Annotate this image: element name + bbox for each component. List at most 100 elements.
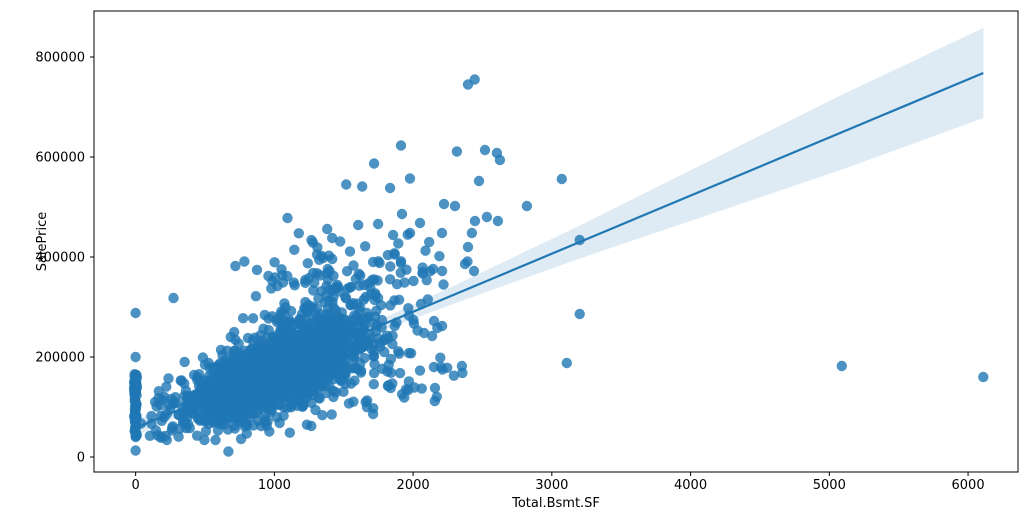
data-point (368, 379, 379, 390)
data-point (393, 238, 404, 249)
data-point (247, 313, 259, 324)
data-point (345, 378, 357, 389)
data-point (235, 433, 247, 445)
data-point (361, 402, 373, 413)
y-axis-label: SalePrice (35, 212, 50, 272)
data-point-notable (427, 263, 439, 275)
data-point (369, 311, 381, 322)
data-point (221, 404, 232, 415)
data-point (323, 295, 334, 306)
data-point (260, 343, 271, 354)
data-point (264, 426, 275, 437)
data-point (344, 246, 356, 257)
data-point (200, 426, 212, 437)
data-point (177, 417, 189, 428)
data-point (369, 346, 380, 357)
data-point (262, 416, 273, 427)
data-point (273, 346, 284, 357)
data-point-notable (494, 154, 506, 166)
data-point-notable (282, 270, 293, 282)
data-point (166, 393, 177, 405)
data-point (318, 316, 330, 327)
data-point (353, 268, 364, 279)
data-point (334, 312, 345, 323)
data-point (152, 430, 163, 441)
data-point-notable (481, 211, 493, 223)
data-point-notable (469, 74, 480, 85)
data-point (368, 367, 380, 379)
data-point (327, 321, 338, 333)
data-point-notable (168, 292, 179, 304)
data-point (389, 295, 400, 306)
data-point (369, 274, 380, 285)
data-point (173, 431, 184, 442)
data-point (247, 350, 258, 361)
data-point (163, 373, 174, 384)
data-point-notable (367, 408, 379, 420)
data-point (250, 291, 262, 302)
data-point-notable (130, 351, 141, 363)
data-point (409, 382, 420, 393)
data-point (414, 365, 426, 376)
data-point (429, 395, 440, 407)
data-point (394, 367, 406, 379)
data-point (188, 369, 200, 381)
y-tick-label: 400000 (35, 251, 85, 266)
data-point (153, 393, 164, 404)
data-point (308, 285, 319, 296)
data-point-notable (341, 179, 352, 190)
data-point-notable (556, 173, 567, 185)
y-tick-label: 200000 (35, 351, 85, 366)
data-point-notable (372, 218, 384, 230)
y-tick-label: 800000 (35, 51, 85, 66)
data-point (167, 421, 178, 432)
data-point (297, 401, 308, 412)
data-point-notable (466, 227, 478, 239)
data-point (354, 337, 365, 348)
data-point (296, 382, 307, 394)
data-point (399, 277, 410, 288)
axes: 0 1000 2000 3000 4000 5000 6000 0 200000 400000 60… (35, 10, 1019, 493)
data-point (304, 334, 316, 345)
data-point-notable (387, 229, 399, 241)
data-point (412, 325, 423, 336)
data-point (422, 294, 433, 305)
data-point (340, 367, 352, 378)
data-point (341, 266, 353, 277)
data-point (384, 274, 396, 285)
data-point-notable (404, 173, 416, 184)
data-point (340, 354, 351, 366)
data-point-notable (521, 200, 533, 212)
data-point (326, 409, 337, 420)
data-point (266, 404, 277, 416)
data-point-notable (436, 227, 448, 239)
data-point-notable (451, 146, 463, 157)
data-point (273, 399, 285, 411)
data-point (313, 293, 324, 304)
data-point (288, 391, 299, 402)
y-tick-label: 600000 (35, 151, 85, 166)
data-point-notable (327, 232, 338, 244)
data-point (385, 261, 396, 272)
data-point (240, 418, 252, 429)
data-point (295, 329, 307, 341)
data-point (265, 353, 276, 365)
data-point-notable (456, 360, 468, 372)
data-point-notable (836, 360, 847, 372)
x-axis-label: Total.Bsmt.SF (511, 496, 600, 511)
data-point-notable (426, 330, 438, 342)
data-point-notable (438, 198, 450, 210)
data-point (303, 272, 315, 284)
data-point-notable (479, 144, 491, 156)
data-point-notable (357, 181, 368, 192)
data-point (190, 389, 202, 400)
data-point (360, 241, 371, 252)
data-point-notable (561, 357, 572, 369)
data-point (179, 390, 190, 402)
data-point-notable (459, 258, 471, 270)
data-point (403, 347, 415, 359)
data-point-notable (368, 158, 380, 169)
data-point (274, 417, 285, 429)
